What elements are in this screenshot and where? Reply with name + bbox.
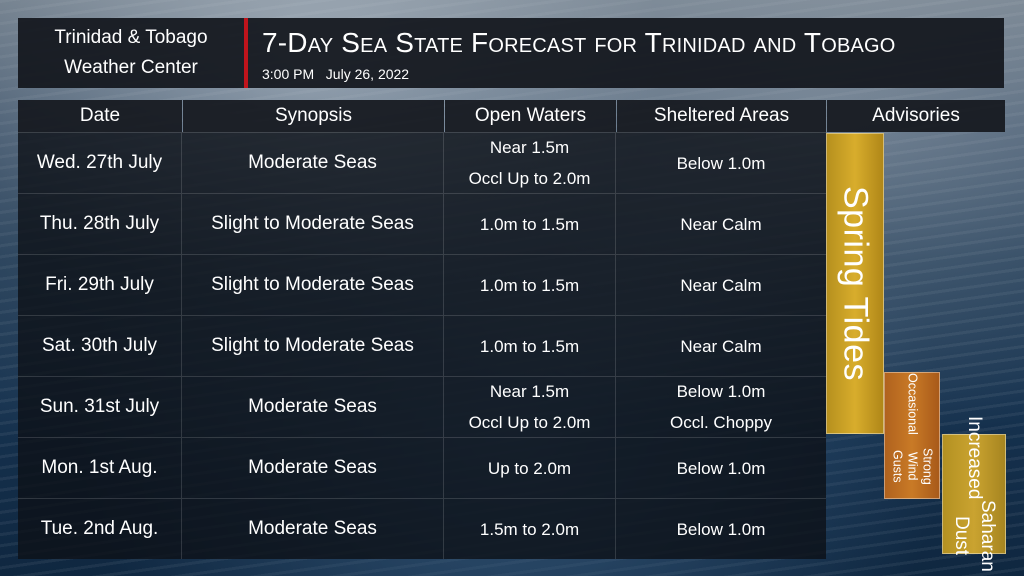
sheltered-line-1: Near Calm [680,336,762,356]
sheltered-line-1: Below 1.0m [676,382,766,401]
sheltered-line-1: Near Calm [680,214,762,234]
accent-divider [244,18,248,88]
open-waters-cell: 1.0m to 1.5m [444,316,616,376]
table-row: Wed. 27th July Moderate Seas Near 1.5m O… [18,132,826,193]
synopsis-cell: Moderate Seas [182,377,444,437]
table-row: Sat. 30th July Slight to Moderate Seas 1… [18,315,826,376]
sheltered-line-1: Below 1.0m [676,153,766,173]
open-waters-line-1: Near 1.5m [489,138,570,157]
synopsis-cell: Moderate Seas [182,133,444,193]
open-waters-cell: Near 1.5m Occl Up to 2.0m [444,377,616,437]
table-row: Fri. 29th July Slight to Moderate Seas 1… [18,254,826,315]
advisory-dust-line-1: Increased [964,416,985,500]
synopsis-cell: Moderate Seas [182,438,444,498]
open-waters-cell: 1.5m to 2.0m [444,499,616,559]
column-header-open-waters: Open Waters [445,100,616,132]
sheltered-areas-cell: Below 1.0m [616,438,826,498]
advisory-gusts-line-2: Strong Wind Gusts [890,448,935,485]
open-waters-line-1: 1.5m to 2.0m [479,519,580,539]
synopsis-cell: Slight to Moderate Seas [182,255,444,315]
table-row: Sun. 31st July Moderate Seas Near 1.5m O… [18,376,826,437]
column-header-sheltered-areas: Sheltered Areas [617,100,826,132]
organization-name: Trinidad & Tobago Weather Center [18,18,244,88]
table-row: Mon. 1st Aug. Moderate Seas Up to 2.0m B… [18,437,826,498]
open-waters-line-1: 1.0m to 1.5m [479,336,580,356]
table-row: Thu. 28th July Slight to Moderate Seas 1… [18,193,826,254]
table-row: Tue. 2nd Aug. Moderate Seas 1.5m to 2.0m… [18,498,826,559]
sheltered-line-2: Occl. Choppy [669,413,773,432]
sheltered-areas-cell: Near Calm [616,194,826,254]
date-cell: Wed. 27th July [18,133,182,193]
column-header-advisories: Advisories [827,100,1005,132]
sheltered-line-1: Below 1.0m [676,458,766,478]
sheltered-areas-cell: Near Calm [616,316,826,376]
synopsis-cell: Moderate Seas [182,499,444,559]
open-waters-cell: Up to 2.0m [444,438,616,498]
column-header-synopsis: Synopsis [183,100,444,132]
sheltered-areas-cell: Below 1.0m Occl. Choppy [616,377,826,437]
open-waters-line-1: 1.0m to 1.5m [479,214,580,234]
open-waters-cell: 1.0m to 1.5m [444,255,616,315]
synopsis-cell: Slight to Moderate Seas [182,316,444,376]
date-cell: Tue. 2nd Aug. [18,499,182,559]
advisory-dust-line-2: Saharan Dust [951,499,998,572]
sheltered-areas-cell: Near Calm [616,255,826,315]
open-waters-cell: 1.0m to 1.5m [444,194,616,254]
issue-timestamp: 3:00 PM July 26, 2022 [262,66,410,82]
sheltered-areas-cell: Below 1.0m [616,499,826,559]
date-cell: Mon. 1st Aug. [18,438,182,498]
org-line-2: Weather Center [64,57,198,78]
sheltered-line-1: Near Calm [680,275,762,295]
advisory-saharan-dust: Increased Saharan Dust [942,416,1006,572]
org-line-1: Trinidad & Tobago [54,27,208,48]
date-cell: Sun. 31st July [18,377,182,437]
advisory-wind-gusts: Occasional Strong Wind Gusts [884,372,940,499]
date-cell: Sat. 30th July [18,316,182,376]
column-header-date: Date [18,100,182,132]
advisory-spring-tides: Spring Tides [826,133,884,434]
date-cell: Thu. 28th July [18,194,182,254]
date-cell: Fri. 29th July [18,255,182,315]
sheltered-line-1: Below 1.0m [676,519,766,539]
open-waters-line-2: Occl Up to 2.0m [468,413,591,432]
advisory-gusts-line-1: Occasional [905,373,920,435]
open-waters-line-2: Occl Up to 2.0m [468,169,591,188]
open-waters-cell: Near 1.5m Occl Up to 2.0m [444,133,616,193]
synopsis-cell: Slight to Moderate Seas [182,194,444,254]
sheltered-areas-cell: Below 1.0m [616,133,826,193]
open-waters-line-1: 1.0m to 1.5m [479,275,580,295]
page-title: 7-Day Sea State Forecast for Trinidad an… [262,27,896,58]
open-waters-line-1: Near 1.5m [489,382,570,401]
open-waters-line-1: Up to 2.0m [487,458,572,478]
header-bar: Trinidad & Tobago Weather Center 7-Day S… [18,18,1004,88]
